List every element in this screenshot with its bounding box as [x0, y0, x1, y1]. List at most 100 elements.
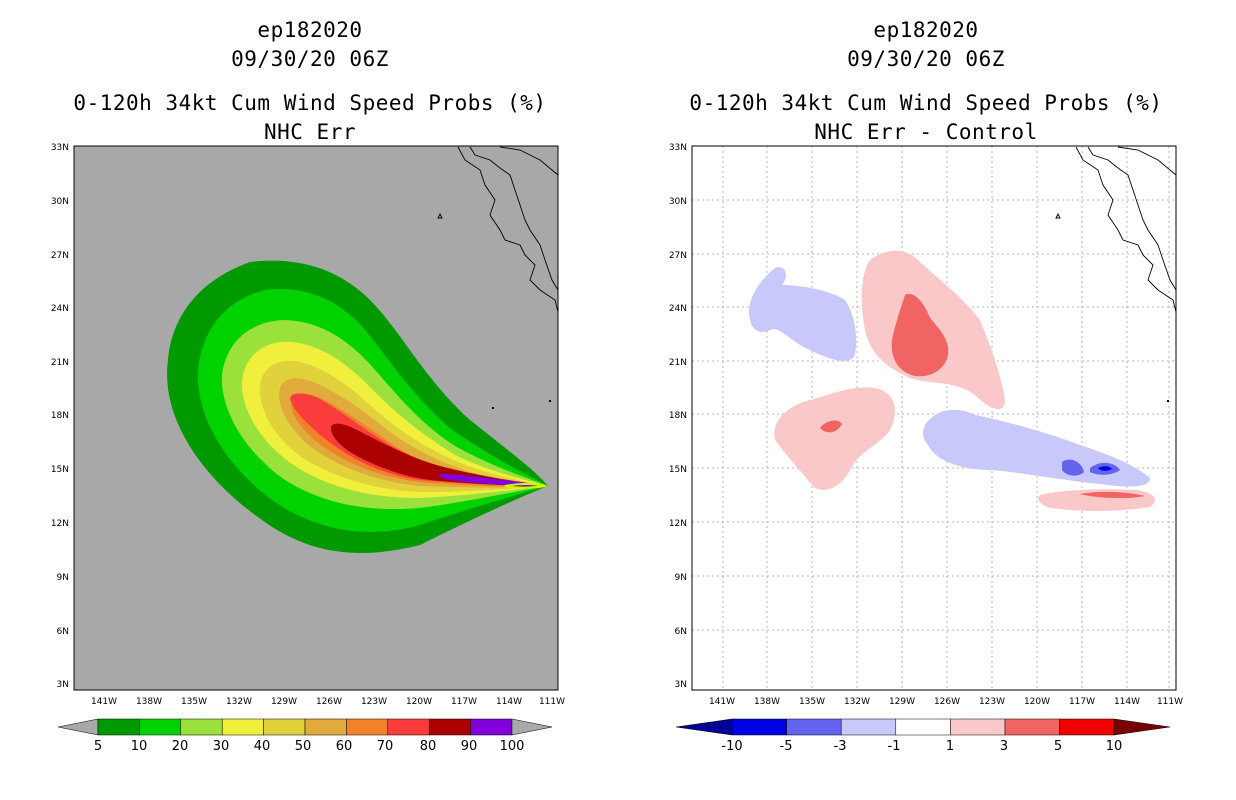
right-subtitle: NHC Err - Control [814, 120, 1038, 144]
left-product-title: 0-120h 34kt Cum Wind Speed Probs (%) [73, 91, 547, 115]
right-lat-tick: 9N [675, 573, 687, 583]
left-colorbar-swatch [428, 718, 471, 736]
left-colorbar-over-arrow [511, 718, 553, 736]
left-lon-tick: 123W [361, 697, 387, 707]
right-colorbar-label: -5 [780, 739, 793, 754]
right-grid [692, 146, 1176, 690]
right-colorbar-under-arrow [675, 718, 733, 736]
left-colorbar-label: 70 [377, 739, 394, 754]
left-lon-tick: 132W [226, 697, 252, 707]
right-lat-tick: 24N [669, 304, 687, 314]
right-colorbar-label: 5 [1054, 739, 1062, 754]
prob-80-contour [330, 423, 548, 486]
left-storm-id: ep182020 [257, 18, 363, 42]
left-colorbar-label: 30 [213, 739, 230, 754]
left-lat-tick: 33N [51, 143, 69, 153]
left-lat-tick: 6N [57, 627, 69, 637]
left-lon-tick: 126W [316, 697, 342, 707]
right-colorbar-label: 10 [1106, 739, 1123, 754]
diff-pos-core-south [1080, 491, 1145, 499]
right-colorbar: -10 -5 -3 -1 1 3 5 10 [675, 718, 1171, 754]
right-datetime: 09/30/20 06Z [847, 47, 1005, 71]
right-lat-tick: 18N [669, 411, 687, 421]
right-lon-tick: 132W [844, 697, 870, 707]
left-lon-tick: 138W [136, 697, 162, 707]
left-lon-axis: 141W 138W 135W 132W 129W 126W 123W 120W … [91, 697, 565, 707]
right-colorbar-label: -3 [834, 739, 847, 754]
left-lat-tick: 27N [51, 251, 69, 261]
right-lat-tick: 33N [669, 143, 687, 153]
right-lat-tick: 6N [675, 627, 687, 637]
diff-pos-core-north [891, 294, 949, 377]
left-lat-tick: 9N [57, 573, 69, 583]
diff-pos-core-west [820, 420, 842, 433]
left-colorbar-label: 5 [94, 739, 102, 754]
diff-neg-blob-northwest [749, 267, 857, 361]
right-colorbar-label: 1 [946, 739, 954, 754]
right-lon-tick: 129W [889, 697, 915, 707]
right-storm-id: ep182020 [873, 18, 979, 42]
right-colorbar-over-arrow [1113, 718, 1171, 736]
left-colorbar-swatch [180, 718, 223, 736]
right-lon-tick: 114W [1114, 697, 1140, 707]
right-lat-tick: 27N [669, 251, 687, 261]
left-subtitle: NHC Err [263, 120, 356, 144]
right-colorbar-swatch [786, 718, 842, 736]
right-coastline [1055, 146, 1176, 313]
left-lon-tick: 129W [271, 697, 297, 707]
right-colorbar-swatch [1004, 718, 1060, 736]
left-lat-tick: 21N [51, 358, 69, 368]
right-lon-tick: 135W [799, 697, 825, 707]
left-lat-tick: 24N [51, 304, 69, 314]
left-lon-tick: 120W [406, 697, 432, 707]
left-lat-tick: 3N [57, 680, 69, 690]
left-colorbar-swatch [263, 718, 306, 736]
left-colorbar-label: 60 [336, 739, 353, 754]
right-lat-tick: 30N [669, 197, 687, 207]
right-lon-tick: 120W [1024, 697, 1050, 707]
right-product-title: 0-120h 34kt Cum Wind Speed Probs (%) [689, 91, 1163, 115]
right-map-frame [691, 145, 1177, 691]
prob-60-contour [291, 393, 548, 487]
left-colorbar-label: 20 [172, 739, 189, 754]
left-colorbar-swatch [221, 718, 264, 736]
left-coastline [437, 146, 558, 313]
right-colorbar-label: -1 [888, 739, 901, 754]
left-colorbar-swatch [346, 718, 389, 736]
left-colorbar-swatch [304, 718, 347, 736]
left-colorbar-label: 100 [500, 739, 525, 754]
left-colorbar-swatch [97, 718, 140, 736]
right-lon-tick: 117W [1069, 697, 1095, 707]
right-lon-axis: 141W 138W 135W 132W 129W 126W 123W 120W … [709, 697, 1183, 707]
left-colorbar-label: 40 [254, 739, 271, 754]
left-lat-axis: 33N 30N 27N 24N 21N 18N 15N 12N 9N 6N 3N [51, 143, 69, 690]
left-lat-tick: 15N [51, 465, 69, 475]
right-lat-tick: 15N [669, 465, 687, 475]
diff-neg-peak-east [1098, 466, 1112, 471]
right-lat-axis: 33N 30N 27N 24N 21N 18N 15N 12N 9N 6N 3N [669, 143, 687, 690]
left-lon-tick: 117W [451, 697, 477, 707]
left-colorbar-swatch [470, 718, 513, 736]
diff-neg-core-east [1062, 459, 1120, 476]
left-colorbar-swatch [139, 718, 182, 736]
left-colorbar-label: 10 [131, 739, 148, 754]
diff-pos-blob-west [774, 387, 895, 490]
left-map-frame [73, 145, 559, 691]
left-datetime: 09/30/20 06Z [231, 47, 389, 71]
right-lon-tick: 123W [979, 697, 1005, 707]
left-colorbar-under-arrow [57, 718, 99, 736]
right-colorbar-swatch [731, 718, 787, 736]
right-colorbar-label: 3 [1000, 739, 1008, 754]
prob-90-contour [438, 474, 544, 486]
left-lon-tick: 141W [91, 697, 117, 707]
right-lat-tick: 21N [669, 358, 687, 368]
right-lon-tick: 138W [754, 697, 780, 707]
left-colorbar-label: 80 [420, 739, 437, 754]
right-colorbar-swatch [950, 718, 1006, 736]
left-colorbar-label: 90 [461, 739, 478, 754]
left-colorbar-swatch [387, 718, 430, 736]
right-colorbar-swatch [895, 718, 951, 736]
right-lat-tick: 3N [675, 680, 687, 690]
left-lon-tick: 111W [539, 697, 565, 707]
